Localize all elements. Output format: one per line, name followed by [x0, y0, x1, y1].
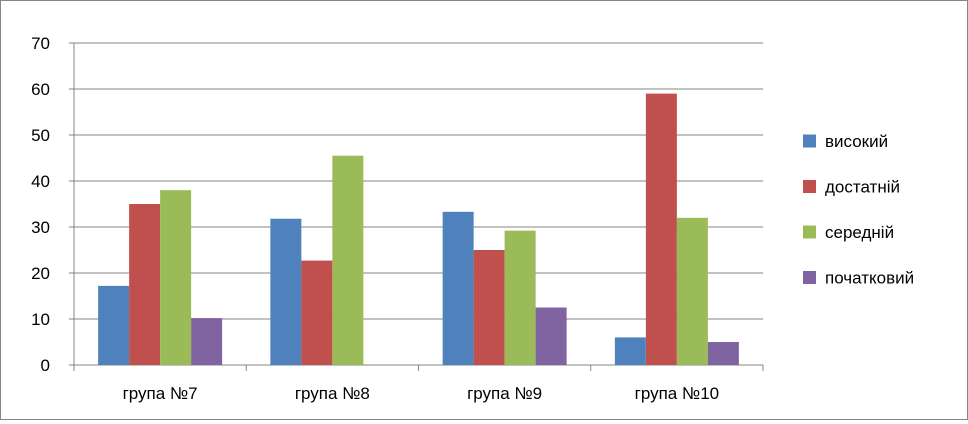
legend-label: середній — [825, 223, 894, 242]
bar — [301, 260, 333, 365]
x-tick-label: група №8 — [295, 384, 370, 403]
bar — [270, 218, 302, 365]
y-tick-label: 10 — [31, 310, 50, 329]
bar — [332, 155, 364, 365]
bar — [645, 93, 677, 365]
x-tick-label: група №7 — [123, 384, 198, 403]
legend-label: достатній — [825, 178, 900, 197]
legend-label: початковий — [825, 269, 914, 288]
y-tick-label: 30 — [31, 218, 50, 237]
bar — [442, 211, 474, 365]
bar — [160, 190, 192, 365]
y-tick-label: 60 — [31, 80, 50, 99]
bar — [129, 204, 161, 365]
legend-swatch — [803, 271, 816, 284]
legend-swatch — [803, 180, 816, 193]
bar — [614, 337, 646, 365]
y-tick-label: 0 — [41, 356, 50, 375]
y-tick-label: 70 — [31, 34, 50, 53]
bar — [676, 217, 708, 365]
legend: високий достатній середній початковий — [803, 132, 914, 288]
bar — [535, 307, 567, 365]
bar — [473, 250, 505, 365]
y-tick-label: 40 — [31, 172, 50, 191]
legend-swatch — [803, 225, 816, 239]
bar — [191, 318, 223, 365]
y-tick-label: 50 — [31, 126, 50, 145]
x-tick-labels: група №7 група №8 група №9 група №10 — [123, 384, 720, 403]
x-tick-label: група №9 — [467, 384, 542, 403]
y-tick-label: 20 — [31, 264, 50, 283]
legend-label: високий — [825, 132, 888, 151]
bar — [98, 285, 130, 365]
bar — [707, 342, 739, 365]
bar — [504, 230, 536, 365]
x-tick-label: група №10 — [635, 384, 720, 403]
bars — [98, 93, 739, 365]
legend-swatch — [803, 134, 816, 148]
y-tick-labels: 0 10 20 30 40 50 60 70 — [31, 34, 50, 375]
